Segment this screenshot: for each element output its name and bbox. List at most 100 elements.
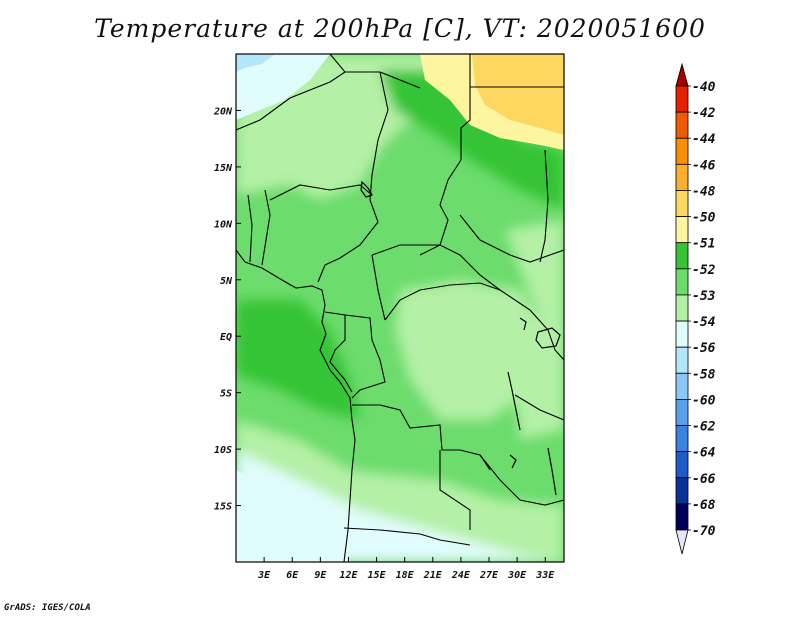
colorbar-boxes xyxy=(675,62,689,555)
colorbar-box xyxy=(675,111,689,139)
lat-tick-label: EQ xyxy=(220,332,232,343)
lon-tick-label: 6E xyxy=(286,570,299,581)
border-cameroon-car xyxy=(371,254,386,321)
lon-tick-label: 15E xyxy=(368,570,387,581)
field-northwest-cyan xyxy=(236,54,330,120)
colorbar-box xyxy=(675,477,689,505)
lon-tick-label: 9E xyxy=(314,570,327,581)
colorbar-box xyxy=(675,137,689,165)
colorbar-bottom-arrow xyxy=(675,529,689,555)
border-zambia-east xyxy=(479,454,564,506)
lakes xyxy=(360,180,561,496)
colorbar-label: -50 xyxy=(692,211,716,226)
lake-albert xyxy=(519,317,527,331)
colorbar-label: -51 xyxy=(692,237,715,252)
field-atlantic-dark xyxy=(236,300,360,420)
colorbar-labels: -40 -42 -44 -46 -48 -50 -51 -52 -53 -54 -56 -58 -60 -… xyxy=(688,80,716,539)
colorbar-box xyxy=(675,163,689,191)
lake-chad xyxy=(360,180,373,198)
colorbar-label: -58 xyxy=(692,367,716,382)
lake-victoria xyxy=(535,327,561,349)
latitude-axis: 20N 15N 10N 5N EQ 5S 10S 15S xyxy=(213,106,241,513)
lon-tick-label: 21E xyxy=(423,570,443,581)
border-drc-angola xyxy=(352,404,491,471)
coastline-west-africa xyxy=(236,249,356,562)
colorbar-label: -48 xyxy=(692,184,716,199)
colorbar-label: -56 xyxy=(692,341,716,356)
lat-tick-label: 15S xyxy=(214,502,232,513)
map-frame xyxy=(235,53,565,563)
border-niger-nigeria xyxy=(269,184,373,201)
colorbar-label: -64 xyxy=(692,446,716,461)
border-east-africa xyxy=(529,309,564,361)
colorbar-box xyxy=(675,268,689,296)
border-angola-zambia xyxy=(439,450,471,530)
lat-tick-label: 15N xyxy=(214,163,233,174)
lat-tick-label: 10S xyxy=(214,445,232,456)
colorbar-box xyxy=(675,346,689,374)
border-south-sudan-drc xyxy=(479,274,531,311)
colorbar-box xyxy=(675,85,689,113)
border-car-drc xyxy=(384,282,501,321)
colorbar-box xyxy=(675,320,689,348)
colorbar-box xyxy=(675,242,689,270)
colorbar-label: -68 xyxy=(692,498,716,513)
colorbar-label: -70 xyxy=(692,524,716,539)
colorbar-label: -60 xyxy=(692,393,716,408)
border-niger-chad xyxy=(369,71,389,223)
colorbar-box xyxy=(675,190,689,217)
colorbar-box xyxy=(675,216,689,244)
lat-tick-label: 10N xyxy=(214,219,233,230)
colorbar-label: -46 xyxy=(692,158,716,173)
lon-tick-label: 27E xyxy=(479,570,499,581)
colorbar-box xyxy=(675,294,689,322)
lon-tick-label: 33E xyxy=(535,570,555,581)
field-east-light xyxy=(505,220,564,440)
colorbar-label: -53 xyxy=(692,289,716,304)
lake-mweru xyxy=(509,454,517,469)
colorbar-top-arrow xyxy=(675,62,689,87)
field-northeast-dark xyxy=(380,70,564,210)
border-algeria-niger xyxy=(329,54,421,89)
lon-tick-label: 24E xyxy=(451,570,471,581)
field-northeast-yellow xyxy=(472,54,564,135)
colorbar-box xyxy=(675,503,689,531)
lon-tick-label: 30E xyxy=(507,570,527,581)
border-congo-drc xyxy=(344,314,386,399)
border-nigeria-cameroon xyxy=(317,221,379,283)
longitude-axis: 3E 6E 9E 12E 15E 18E 21E 24E 27E 30E 33E xyxy=(257,557,555,581)
colorbar-label: -54 xyxy=(692,315,716,330)
border-chad-car xyxy=(371,244,481,276)
border-benin xyxy=(261,189,271,266)
lake-tanganyika xyxy=(507,371,521,431)
border-mali-niger xyxy=(236,71,346,131)
lat-tick-label: 5S xyxy=(220,389,232,400)
lon-tick-label: 18E xyxy=(396,570,415,581)
colorbar-label: -44 xyxy=(692,132,716,147)
border-togo xyxy=(247,194,253,263)
lat-tick-label: 5N xyxy=(220,276,233,287)
grads-credit: GrADS: IGES/COLA xyxy=(4,603,91,613)
colorbar-label: -40 xyxy=(692,80,716,95)
borders xyxy=(236,54,564,562)
border-chad-sudan xyxy=(419,159,462,256)
border-tanzania xyxy=(514,394,564,421)
temperature-field xyxy=(236,54,564,562)
colorbar-label: -62 xyxy=(692,420,716,435)
colorbar-label: -42 xyxy=(692,106,716,121)
lake-malawi xyxy=(547,447,557,496)
colorbar-box xyxy=(675,425,689,453)
lon-tick-label: 3E xyxy=(257,570,271,581)
field-southwest-cyan xyxy=(236,470,350,562)
field-northwest-blue xyxy=(236,54,275,72)
chart-title: Temperature at 200hPa [C], VT: 202005160… xyxy=(94,14,706,43)
field-central-light xyxy=(395,280,545,420)
colorbar-box xyxy=(675,451,689,479)
colorbar-box xyxy=(675,399,689,426)
colorbar-box xyxy=(675,372,689,400)
lat-tick-label: 20N xyxy=(213,106,233,117)
colorbar-label: -52 xyxy=(692,263,716,278)
colorbar-label: -66 xyxy=(692,472,716,487)
